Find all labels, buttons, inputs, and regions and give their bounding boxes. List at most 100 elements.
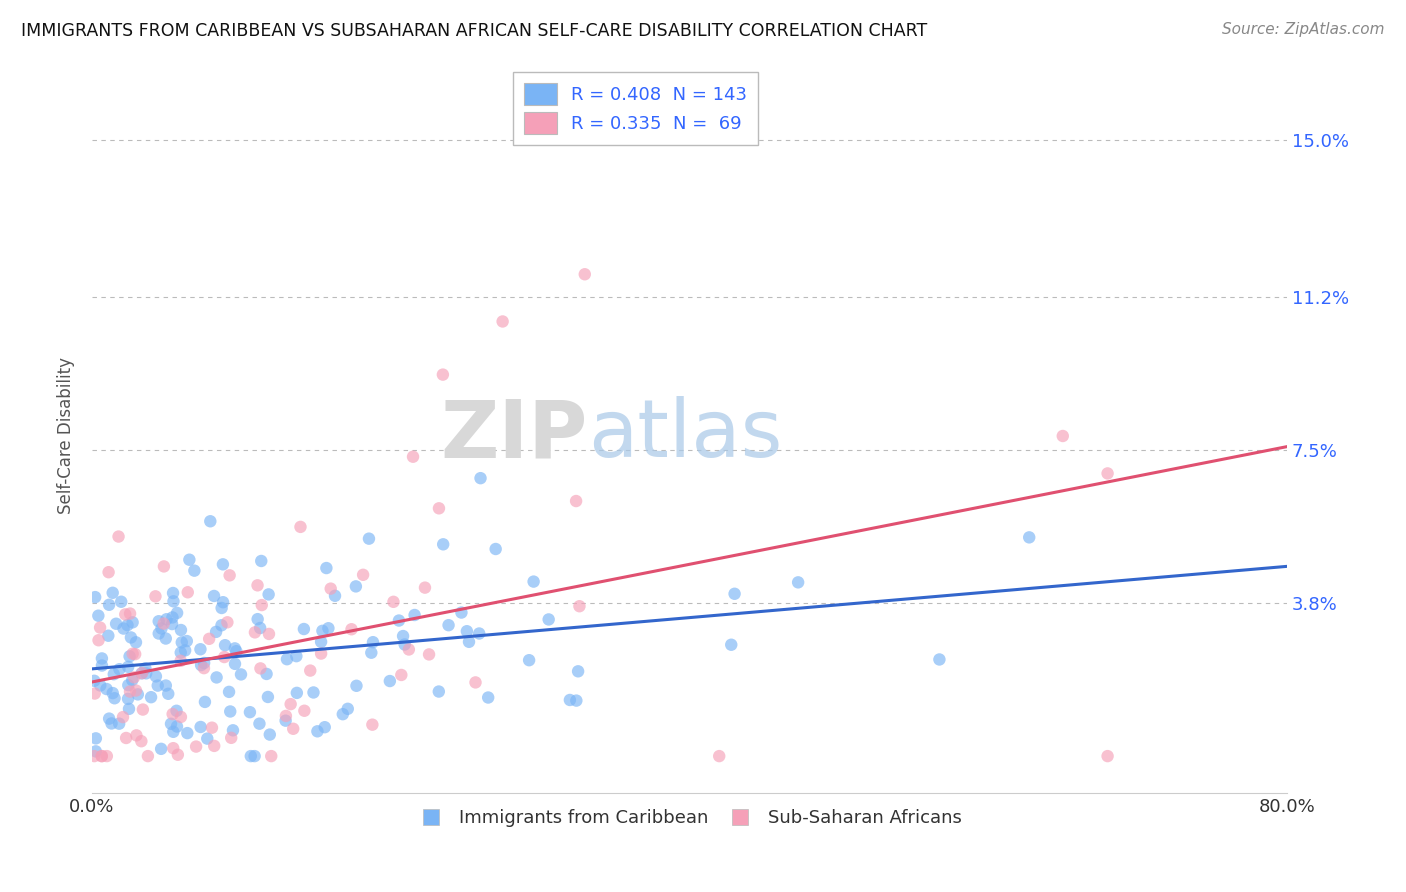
Point bbox=[134, 661, 156, 675]
Text: IMMIGRANTS FROM CARIBBEAN VS SUBSAHARAN AFRICAN SELF-CARE DISABILITY CORRELATION: IMMIGRANTS FROM CARIBBEAN VS SUBSAHARAN … bbox=[21, 22, 928, 40]
Point bbox=[458, 635, 481, 649]
Point bbox=[148, 626, 170, 640]
Legend: Immigrants from Caribbean, Sub-Saharan Africans: Immigrants from Caribbean, Sub-Saharan A… bbox=[411, 802, 969, 834]
Point bbox=[243, 749, 266, 764]
Point bbox=[307, 724, 329, 739]
Point bbox=[276, 652, 298, 666]
Point bbox=[224, 641, 246, 656]
Point bbox=[361, 717, 384, 731]
Point bbox=[214, 638, 236, 652]
Point bbox=[114, 607, 136, 622]
Point bbox=[90, 651, 112, 665]
Point bbox=[162, 594, 184, 608]
Point bbox=[720, 638, 742, 652]
Point bbox=[205, 624, 228, 639]
Point bbox=[212, 558, 235, 572]
Point bbox=[145, 590, 167, 604]
Point bbox=[378, 674, 401, 689]
Point bbox=[565, 693, 588, 707]
Point bbox=[193, 656, 215, 670]
Point bbox=[131, 666, 153, 681]
Point bbox=[214, 650, 236, 665]
Point bbox=[418, 648, 440, 662]
Point bbox=[257, 627, 280, 641]
Point bbox=[382, 595, 405, 609]
Point bbox=[162, 724, 184, 739]
Point bbox=[100, 716, 122, 731]
Point bbox=[201, 721, 224, 735]
Point bbox=[120, 631, 142, 645]
Point bbox=[166, 719, 188, 733]
Point bbox=[491, 314, 513, 328]
Point bbox=[360, 646, 382, 660]
Point bbox=[250, 598, 273, 612]
Point bbox=[202, 739, 225, 753]
Point bbox=[332, 707, 354, 722]
Point bbox=[112, 622, 135, 636]
Point bbox=[117, 678, 139, 692]
Point bbox=[183, 564, 205, 578]
Point bbox=[292, 704, 315, 718]
Point bbox=[389, 668, 412, 682]
Point bbox=[108, 662, 131, 676]
Text: Source: ZipAtlas.com: Source: ZipAtlas.com bbox=[1222, 22, 1385, 37]
Point bbox=[200, 514, 222, 528]
Point bbox=[292, 622, 315, 636]
Point bbox=[155, 612, 177, 626]
Point bbox=[319, 582, 342, 596]
Point bbox=[246, 578, 269, 592]
Point bbox=[224, 657, 246, 671]
Point bbox=[274, 714, 297, 728]
Point bbox=[212, 595, 235, 609]
Point bbox=[148, 614, 170, 628]
Point bbox=[84, 590, 107, 604]
Point bbox=[153, 559, 176, 574]
Point bbox=[127, 687, 149, 701]
Point bbox=[87, 633, 110, 648]
Point bbox=[558, 693, 581, 707]
Point bbox=[176, 634, 198, 648]
Point bbox=[90, 749, 112, 764]
Point bbox=[177, 585, 200, 599]
Y-axis label: Self-Care Disability: Self-Care Disability bbox=[58, 357, 75, 514]
Point bbox=[219, 731, 242, 745]
Point bbox=[83, 673, 105, 688]
Point bbox=[283, 722, 305, 736]
Point bbox=[150, 742, 173, 756]
Point bbox=[340, 622, 363, 636]
Point bbox=[160, 716, 183, 731]
Point bbox=[285, 649, 308, 664]
Point bbox=[404, 607, 426, 622]
Point bbox=[309, 635, 332, 649]
Point bbox=[723, 587, 745, 601]
Point bbox=[537, 612, 560, 626]
Point bbox=[166, 747, 188, 762]
Point bbox=[565, 494, 588, 508]
Point bbox=[477, 690, 499, 705]
Point bbox=[470, 471, 492, 485]
Point bbox=[344, 579, 367, 593]
Point bbox=[352, 567, 374, 582]
Point bbox=[155, 679, 177, 693]
Point bbox=[96, 681, 118, 696]
Point bbox=[190, 658, 212, 673]
Point bbox=[464, 675, 486, 690]
Point bbox=[174, 643, 197, 657]
Point bbox=[98, 712, 121, 726]
Point bbox=[285, 686, 308, 700]
Point bbox=[160, 617, 183, 632]
Point bbox=[89, 621, 111, 635]
Point bbox=[1097, 467, 1119, 481]
Point bbox=[89, 678, 111, 692]
Point bbox=[568, 599, 591, 614]
Point bbox=[176, 726, 198, 740]
Point bbox=[152, 616, 174, 631]
Point bbox=[125, 635, 148, 649]
Point bbox=[346, 679, 368, 693]
Point bbox=[105, 616, 128, 631]
Point bbox=[120, 607, 142, 621]
Point bbox=[115, 731, 138, 745]
Point bbox=[314, 720, 336, 734]
Point bbox=[96, 749, 118, 764]
Point bbox=[108, 716, 131, 731]
